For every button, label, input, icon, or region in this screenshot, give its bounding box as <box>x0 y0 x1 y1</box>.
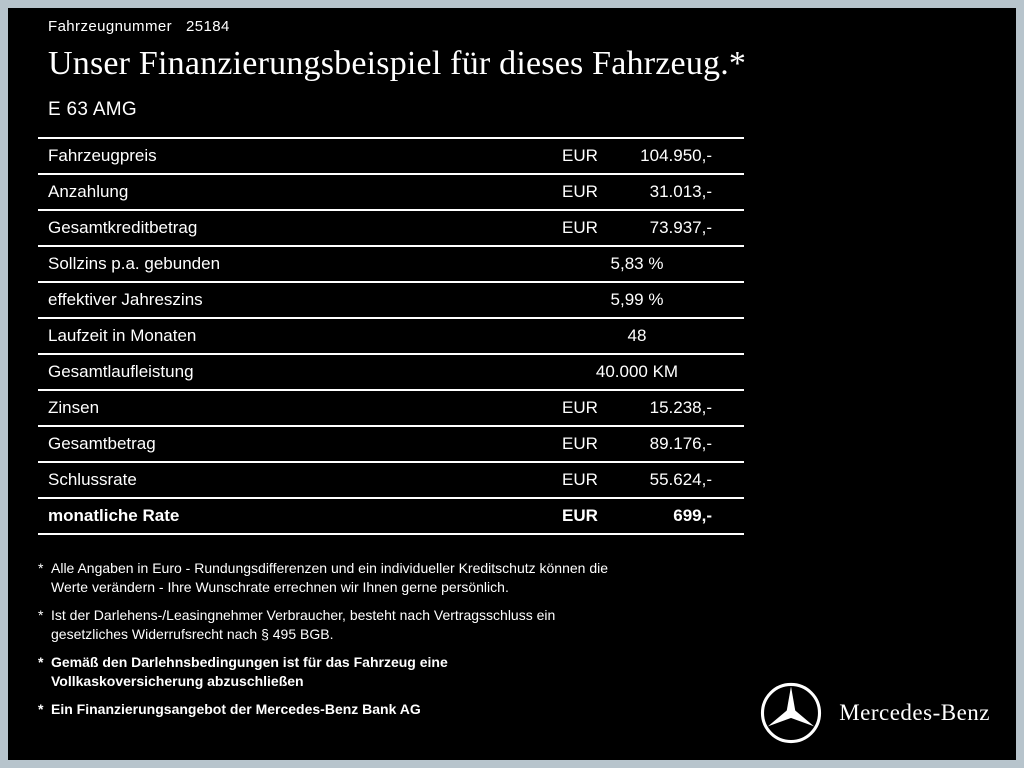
vehicle-number-value: 25184 <box>185 18 230 35</box>
table-row-monatliche-rate: monatliche Rate EUR 699,- <box>38 497 744 533</box>
row-value: 48 <box>627 326 647 345</box>
financing-sheet: Fahrzeugnummer 25184 Unser Finanzierungsb… <box>8 8 1016 760</box>
table-row-sollzins: Sollzins p.a. gebunden 5,83 % <box>38 245 744 281</box>
row-value: 5,99 % <box>610 290 664 309</box>
content-area: Fahrzeugnummer 25184 Unser Finanzierungsb… <box>8 8 1016 760</box>
row-value: 5,83 % <box>610 254 664 273</box>
footnote-marker: * <box>38 701 44 717</box>
footnote-text: Ist der Darlehens-/Leasingnehmer Verbrau… <box>51 606 555 644</box>
row-value: 40.000 KM <box>595 362 679 381</box>
currency-label: EUR <box>562 506 598 525</box>
footnotes: * Alle Angaben in Euro - Rundungsdiffere… <box>38 559 762 719</box>
table-row-anzahlung: Anzahlung EUR 31.013,- <box>38 173 744 209</box>
amount-value: 104.950,- <box>640 146 712 165</box>
currency-label: EUR <box>562 146 598 165</box>
footnote-text: Alle Angaben in Euro - Rundungsdifferenz… <box>51 559 608 597</box>
financing-table: Fahrzeugpreis EUR 104.950,- Anzahlung EU… <box>38 137 744 535</box>
row-label: Gesamtbetrag <box>48 434 156 453</box>
row-value: EUR 31.013,- <box>562 182 712 202</box>
table-row-laufzeit: Laufzeit in Monaten 48 <box>38 317 744 353</box>
amount-value: 73.937,- <box>649 218 712 237</box>
footnote-widerrufsrecht: * Ist der Darlehens-/Leasingnehmer Verbr… <box>38 606 762 644</box>
footnote-line: Alle Angaben in Euro - Rundungsdifferenz… <box>51 560 609 576</box>
amount-value: 699,- <box>673 506 712 525</box>
footnote-bank: * Ein Finanzierungsangebot der Mercedes-… <box>38 700 762 719</box>
row-value: EUR 15.238,- <box>562 398 712 418</box>
row-label: Schlussrate <box>48 470 137 489</box>
page-title: Unser Finanzierungsbeispiel für dieses F… <box>48 45 747 82</box>
table-row-zinsen: Zinsen EUR 15.238,- <box>38 389 744 425</box>
brand-wordmark: Mercedes-Benz <box>839 700 990 725</box>
currency-label: EUR <box>562 434 598 453</box>
row-label: Anzahlung <box>48 182 129 201</box>
table-row-gesamtkreditbetrag: Gesamtkreditbetrag EUR 73.937,- <box>38 209 744 245</box>
row-label: Gesamtkreditbetrag <box>48 218 198 237</box>
row-label: Sollzins p.a. gebunden <box>48 254 221 273</box>
footnote-line: Gemäß den Darlehnsbedingungen ist für da… <box>51 654 448 670</box>
currency-label: EUR <box>562 398 598 417</box>
table-row-effektiver-jahreszins: effektiver Jahreszins 5,99 % <box>38 281 744 317</box>
amount-value: 31.013,- <box>649 182 712 201</box>
table-row-gesamtlaufleistung: Gesamtlaufleistung 40.000 KM <box>38 353 744 389</box>
currency-label: EUR <box>562 218 598 237</box>
footnote-line: Ein Finanzierungsangebot der Mercedes-Be… <box>51 701 421 717</box>
table-row-fahrzeugpreis: Fahrzeugpreis EUR 104.950,- <box>38 137 744 173</box>
row-label: Gesamtlaufleistung <box>48 362 194 381</box>
row-label: effektiver Jahreszins <box>48 290 203 309</box>
amount-value: 55.624,- <box>649 470 712 489</box>
footnote-marker: * <box>38 560 44 576</box>
footnote-text: Ein Finanzierungsangebot der Mercedes-Be… <box>51 700 421 719</box>
currency-label: EUR <box>562 470 598 489</box>
row-label: Zinsen <box>48 398 100 417</box>
footnote-line: Vollkaskoversicherung abzuschließen <box>51 673 304 689</box>
footnote-line: gesetzliches Widerrufsrecht nach § 495 B… <box>51 626 334 642</box>
table-row-schlussrate: Schlussrate EUR 55.624,- <box>38 461 744 497</box>
footnote-marker: * <box>38 654 44 670</box>
row-value: EUR 699,- <box>562 506 712 526</box>
vehicle-number: Fahrzeugnummer 25184 <box>38 18 1016 35</box>
row-value: EUR 73.937,- <box>562 218 712 238</box>
row-label: Laufzeit in Monaten <box>48 326 197 345</box>
footnote-vollkasko: * Gemäß den Darlehnsbedingungen ist für … <box>38 653 762 691</box>
footnote-line: Werte verändern - Ihre Wunschrate errech… <box>51 579 509 595</box>
table-row-gesamtbetrag: Gesamtbetrag EUR 89.176,- <box>38 425 744 461</box>
brand-area: Mercedes-Benz <box>760 682 990 744</box>
footnote-line: Ist der Darlehens-/Leasingnehmer Verbrau… <box>51 607 556 623</box>
row-value: EUR 55.624,- <box>562 470 712 490</box>
row-label: Fahrzeugpreis <box>48 146 157 165</box>
mercedes-star-icon <box>761 682 822 744</box>
amount-value: 89.176,- <box>649 434 712 453</box>
footnote-marker: * <box>38 607 44 623</box>
footnote-rounding: * Alle Angaben in Euro - Rundungsdiffere… <box>38 559 762 597</box>
vehicle-number-label: Fahrzeugnummer <box>48 18 172 35</box>
footnote-text: Gemäß den Darlehnsbedingungen ist für da… <box>51 653 448 691</box>
currency-label: EUR <box>562 182 598 201</box>
vehicle-model: E 63 AMG <box>48 99 137 120</box>
row-value: EUR 89.176,- <box>562 434 712 454</box>
row-value: EUR 104.950,- <box>562 146 712 166</box>
row-label: monatliche Rate <box>48 506 180 525</box>
amount-value: 15.238,- <box>649 398 712 417</box>
